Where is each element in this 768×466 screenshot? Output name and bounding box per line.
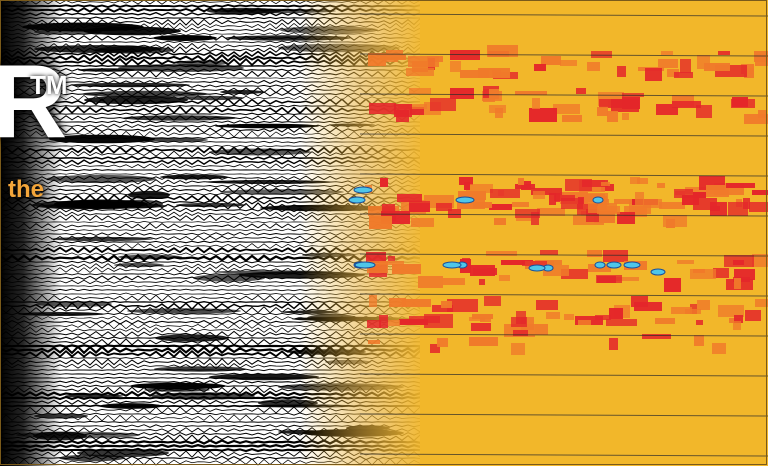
brand-title-fragment: R — [0, 44, 67, 160]
trademark-mark: TM — [30, 70, 68, 100]
subtitle-fragment: the — [8, 176, 44, 203]
